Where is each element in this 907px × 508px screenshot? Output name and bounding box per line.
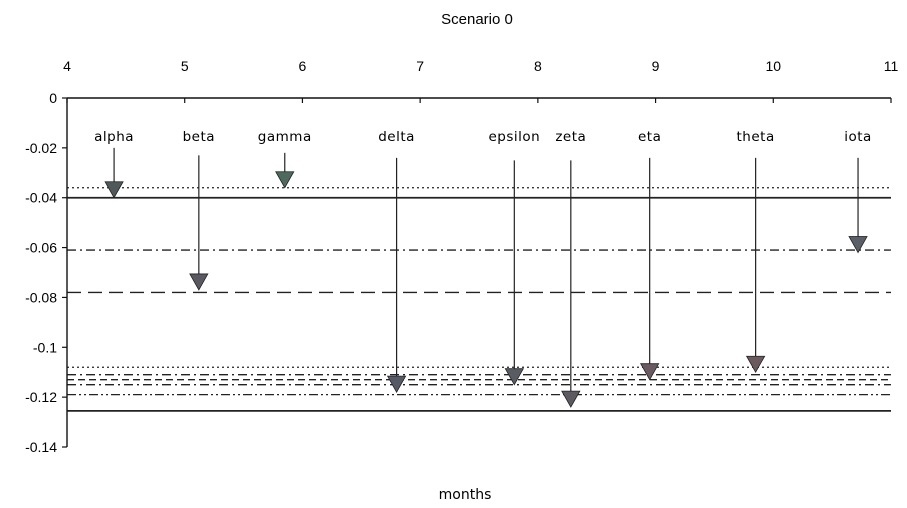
annotation-arrows: alpha beta gamma delta epsilon zeta eta theta io… — [94, 129, 872, 408]
annotation-arrowhead — [275, 171, 295, 189]
annotation-label: delta — [378, 129, 415, 145]
x-tick-label: 4 — [63, 58, 71, 74]
annotation-arrowhead — [745, 355, 766, 374]
annotation-label: iota — [844, 129, 872, 145]
y-tick-label: 0 — [49, 90, 57, 106]
annotation-label: beta — [183, 129, 215, 145]
annotation-arrowhead — [104, 181, 124, 199]
annotation-arrowhead — [386, 375, 407, 393]
annotation-label: gamma — [258, 129, 312, 145]
annotation-arrowhead — [504, 368, 524, 386]
annotation-label: zeta — [555, 129, 586, 145]
y-tick-label: -0.1 — [33, 339, 57, 355]
annotation-label: theta — [737, 129, 775, 145]
x-tick-label: 7 — [416, 58, 424, 74]
annotation-arrowhead — [189, 273, 209, 291]
x-tick-label: 8 — [534, 58, 542, 74]
y-tick-label: -0.08 — [25, 289, 57, 305]
x-tick-label: 11 — [884, 58, 899, 74]
annotation-label: alpha — [94, 129, 134, 145]
x-tick-label: 10 — [765, 58, 781, 74]
y-tick-label: -0.12 — [25, 389, 57, 405]
annotation-arrowhead — [848, 236, 868, 254]
y-tick-label: -0.04 — [25, 190, 57, 206]
annotation-label: eta — [638, 129, 661, 145]
annotation-label: epsilon — [488, 129, 540, 145]
x-tick-label: 9 — [652, 58, 660, 74]
annotation-arrowhead — [640, 363, 660, 381]
x-axis-label: months — [439, 487, 492, 503]
y-tick-label: -0.06 — [25, 240, 57, 256]
y-tick-label: -0.02 — [25, 140, 57, 156]
x-tick-label: 5 — [181, 58, 189, 74]
axes: 0 -0.02 -0.04 -0.06 -0.08 -0.1 -0.12 -0.14 4 5 6 7 8… — [25, 58, 898, 455]
annotation-arrowhead — [561, 390, 581, 408]
y-tick-label: -0.14 — [25, 439, 57, 455]
level-lines — [67, 187, 891, 412]
x-tick-label: 6 — [299, 58, 307, 74]
chart-title: Scenario 0 — [441, 11, 513, 28]
